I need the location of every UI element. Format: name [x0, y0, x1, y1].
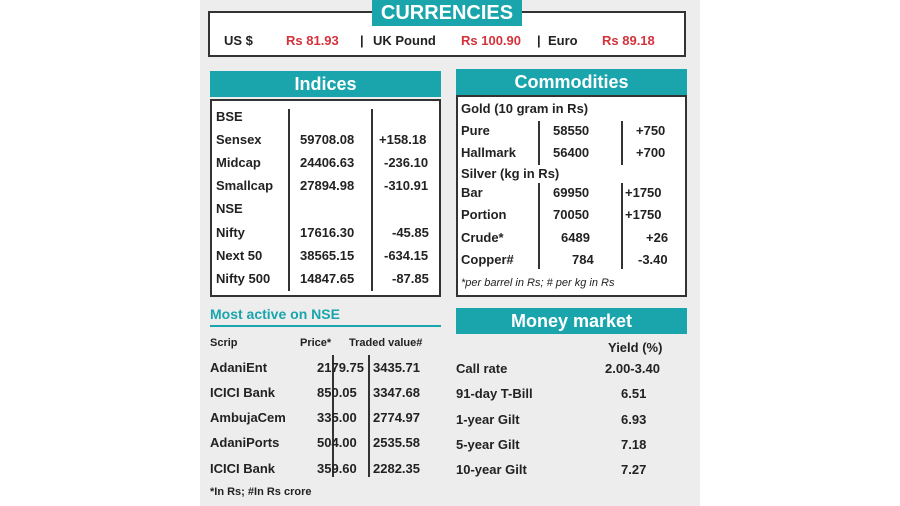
indices-bse-label: BSE	[216, 109, 243, 124]
commodity-value: 70050	[553, 207, 590, 222]
most-active-scrip: AmbujaCem	[210, 410, 286, 425]
most-active-header-scrip: Scrip	[210, 337, 238, 349]
money-market-name: Call rate	[456, 361, 508, 376]
commodity-change: +1750	[625, 185, 662, 200]
index-name: Nifty	[216, 225, 245, 240]
commodities-box: Gold (10 gram in Rs) Pure 58550 +750 Hal…	[456, 95, 687, 297]
most-active-scrip: AdaniPorts	[210, 435, 280, 450]
commodity-change: +700	[636, 145, 666, 160]
most-active-price: 2179.75	[317, 360, 364, 375]
most-active-traded: 2282.35	[373, 461, 420, 476]
most-active-price: 335.00	[317, 410, 357, 425]
money-market-yield-header: Yield (%)	[608, 340, 663, 355]
index-name: Next 50	[216, 248, 263, 263]
commodity-change: +750	[636, 123, 666, 138]
index-value: 27894.98	[300, 178, 355, 193]
commodities-divider	[538, 121, 540, 165]
money-market-name: 91-day T-Bill	[456, 386, 533, 401]
index-change: -236.10	[384, 155, 429, 170]
index-name: Nifty 500	[216, 271, 271, 286]
most-active-divider	[332, 355, 334, 477]
commodity-value: 784	[572, 252, 594, 267]
silver-label: Silver (kg in Rs)	[461, 166, 560, 181]
commodity-name: Portion	[461, 207, 507, 222]
commodity-name: Crude*	[461, 230, 504, 245]
index-name: Midcap	[216, 155, 261, 170]
money-market-name: 5-year Gilt	[456, 437, 520, 452]
index-value: 59708.08	[300, 132, 355, 147]
money-market-title: Money market	[456, 308, 687, 334]
most-active-scrip: ICICI Bank	[210, 385, 276, 400]
money-market-value: 6.93	[621, 412, 647, 427]
money-market-value: 7.18	[621, 437, 647, 452]
indices-nse-label: NSE	[216, 201, 243, 216]
index-value: 24406.63	[300, 155, 355, 170]
most-active-traded: 2535.58	[373, 435, 420, 450]
money-market-value: 6.51	[621, 386, 647, 401]
most-active-scrip: AdaniEnt	[210, 360, 268, 375]
index-name: Sensex	[216, 132, 262, 147]
most-active-price: 850.05	[317, 385, 357, 400]
most-active-footnote: *In Rs; #In Rs crore	[210, 486, 312, 498]
most-active-rule	[210, 325, 441, 327]
commodities-footnote: *per barrel in Rs; # per kg in Rs	[461, 277, 615, 289]
commodities-title: Commodities	[456, 69, 687, 95]
most-active-title: Most active on NSE	[210, 306, 340, 322]
currency-value-eur: Rs 89.18	[602, 33, 655, 48]
index-change: -87.85	[392, 271, 429, 286]
currency-name-gbp: UK Pound	[373, 33, 436, 48]
commodities-divider	[538, 183, 540, 269]
currency-value-usd: Rs 81.93	[286, 33, 339, 48]
index-change: -45.85	[392, 225, 429, 240]
commodity-value: 56400	[553, 145, 590, 160]
commodity-change: -3.40	[638, 252, 668, 267]
commodities-divider	[621, 183, 623, 269]
commodity-name: Copper#	[461, 252, 514, 267]
currency-separator: |	[537, 33, 541, 48]
money-market-name: 10-year Gilt	[456, 462, 527, 477]
money-market-value: 7.27	[621, 462, 647, 477]
currency-separator: |	[360, 33, 364, 48]
most-active-traded: 3435.71	[373, 360, 420, 375]
commodity-name: Hallmark	[461, 145, 516, 160]
currencies-title: CURRENCIES	[372, 0, 522, 26]
money-market-name: 1-year Gilt	[456, 412, 520, 427]
most-active-scrip: ICICI Bank	[210, 461, 276, 476]
index-change: +158.18	[379, 132, 427, 147]
most-active-divider	[368, 355, 370, 477]
commodity-change: +26	[646, 230, 669, 245]
most-active-header-price: Price*	[300, 337, 332, 349]
commodity-value: 58550	[553, 123, 590, 138]
indices-divider	[288, 109, 290, 291]
indices-title: Indices	[210, 71, 441, 97]
indices-box: BSE Sensex 59708.08 +158.18 Midcap 24406…	[210, 99, 441, 297]
gold-label: Gold (10 gram in Rs)	[461, 101, 589, 116]
index-value: 14847.65	[300, 271, 355, 286]
commodity-name: Bar	[461, 185, 483, 200]
currency-name-eur: Euro	[548, 33, 578, 48]
most-active-price: 504.00	[317, 435, 357, 450]
market-data-sheet: US $ Rs 81.93 | UK Pound Rs 100.90 | Eur…	[200, 0, 700, 506]
index-value: 17616.30	[300, 225, 355, 240]
currency-name-usd: US $	[224, 33, 253, 48]
commodity-name: Pure	[461, 123, 490, 138]
index-value: 38565.15	[300, 248, 355, 263]
index-change: -310.91	[384, 178, 429, 193]
most-active-traded: 2774.97	[373, 410, 420, 425]
commodity-value: 6489	[561, 230, 590, 245]
commodity-value: 69950	[553, 185, 590, 200]
commodities-divider	[621, 121, 623, 165]
most-active-traded: 3347.68	[373, 385, 420, 400]
commodity-change: +1750	[625, 207, 662, 222]
index-change: -634.15	[384, 248, 429, 263]
most-active-header-traded: Traded value#	[349, 337, 423, 349]
index-name: Smallcap	[216, 178, 274, 193]
money-market-value: 2.00-3.40	[605, 361, 660, 376]
indices-divider	[371, 109, 373, 291]
currency-value-gbp: Rs 100.90	[461, 33, 521, 48]
most-active-price: 359.60	[317, 461, 357, 476]
